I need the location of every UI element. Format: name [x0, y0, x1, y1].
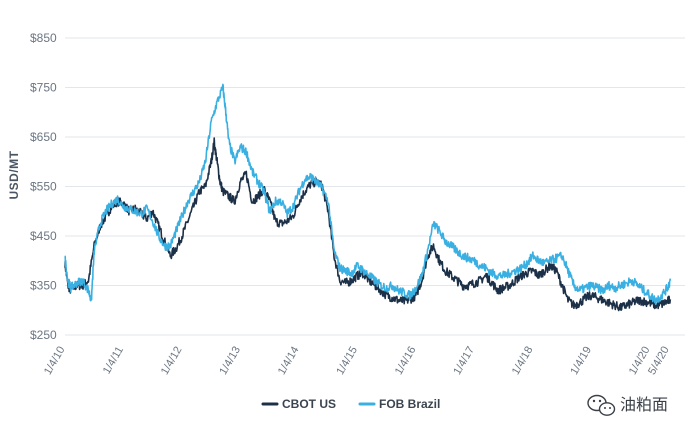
x-tick-label: 1/4/10: [42, 345, 68, 377]
x-axis-ticks: 1/4/10 1/4/11 1/4/12 1/4/13 1/4/14 1/4/15 1/4/…: [42, 345, 672, 377]
x-tick-label: 1/4/19: [568, 345, 594, 377]
y-tick-label: $650: [30, 130, 57, 144]
gridlines: [65, 37, 685, 336]
x-tick-label: 1/4/15: [334, 345, 360, 377]
x-tick-label: 1/4/11: [101, 345, 126, 377]
series-line-fob-brazil: [64, 83, 672, 306]
x-tick-label: 1/4/16: [393, 345, 419, 377]
watermark-text: 油粕面: [620, 396, 668, 414]
y-axis-label: USD/MT: [7, 150, 21, 199]
x-tick-label: 1/4/17: [451, 345, 477, 377]
legend: CBOT US FOB Brazil: [261, 397, 440, 411]
x-tick-label: 1/4/14: [276, 345, 302, 377]
y-tick-label: $450: [30, 229, 57, 243]
legend-item-cbot-us: CBOT US: [261, 397, 336, 411]
series-lines: [64, 83, 672, 312]
x-tick-label: 1/4/13: [217, 345, 243, 377]
legend-label-fob-brazil: FOB Brazil: [379, 397, 440, 411]
watermark: 油粕面: [587, 394, 668, 416]
y-axis-ticks: $250 $350 $450 $550 $650 $750 $850: [30, 31, 57, 342]
legend-item-fob-brazil: FOB Brazil: [358, 397, 440, 411]
y-tick-label: $750: [30, 81, 57, 95]
y-tick-label: $350: [30, 279, 57, 293]
y-tick-label: $550: [30, 180, 57, 194]
legend-label-cbot-us: CBOT US: [282, 397, 336, 411]
wechat-icon: [587, 394, 616, 416]
series-line-cbot-us: [64, 137, 672, 312]
y-tick-label: $250: [30, 328, 57, 342]
x-tick-label: 1/4/12: [159, 345, 185, 377]
x-tick-label: 1/4/18: [510, 345, 536, 377]
y-tick-label: $850: [30, 31, 57, 45]
